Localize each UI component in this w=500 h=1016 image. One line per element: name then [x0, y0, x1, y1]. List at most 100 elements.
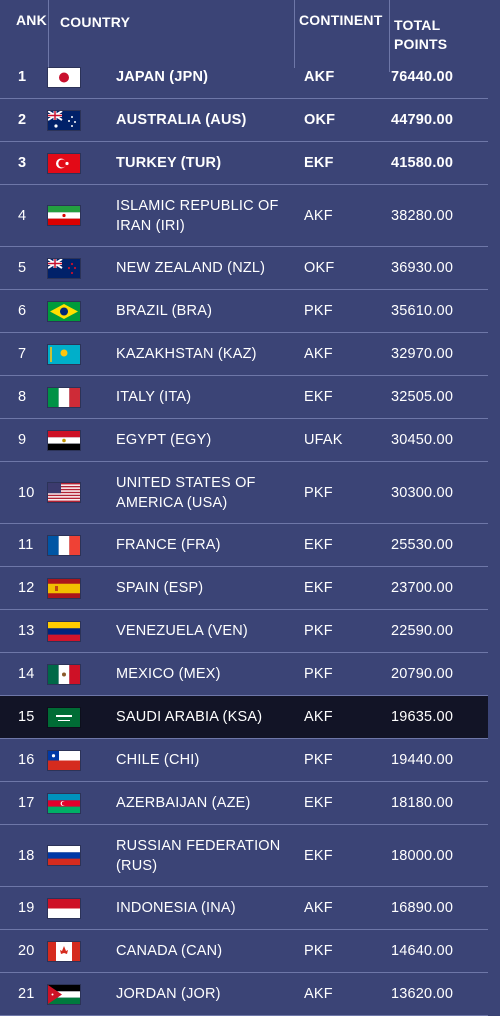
- points-cell: 19440.00: [391, 752, 454, 768]
- rank-cell: 15: [18, 709, 35, 725]
- country-cell: INDONESIA (INA): [116, 900, 236, 916]
- table-row[interactable]: 21 JORDAN (JOR) AKF 13620.00: [0, 973, 488, 1016]
- rank-cell: 4: [18, 207, 27, 224]
- table-row[interactable]: 11 FRANCE (FRA) EKF 25530.00: [0, 524, 488, 567]
- france-flag-icon: [48, 535, 80, 555]
- rank-cell: 8: [18, 389, 27, 405]
- table-row[interactable]: 20 CANADA (CAN) PKF 14640.00: [0, 930, 488, 973]
- points-cell: 25530.00: [391, 537, 454, 553]
- points-cell: 76440.00: [391, 69, 454, 85]
- country-cell: JORDAN (JOR): [116, 986, 221, 1002]
- flag-cell: [48, 793, 110, 813]
- saudi-arabia-flag-icon: [48, 707, 80, 727]
- rank-cell: 2: [18, 112, 27, 128]
- table-row[interactable]: 9 EGYPT (EGY) UFAK 30450.00: [0, 419, 488, 462]
- continent-cell: UFAK: [304, 432, 343, 448]
- flag-cell: [48, 984, 110, 1004]
- points-cell: 36930.00: [391, 260, 454, 276]
- header-flag-spacer: [48, 0, 110, 68]
- mexico-flag-icon: [48, 664, 80, 684]
- italy-flag-icon: [48, 387, 80, 407]
- points-cell: 16890.00: [391, 900, 454, 916]
- points-cell: 23700.00: [391, 580, 454, 596]
- points-cell: 30300.00: [391, 484, 454, 501]
- country-cell: SPAIN (ESP): [116, 580, 204, 596]
- country-cell: BRAZIL (BRA): [116, 303, 213, 319]
- rank-cell: 5: [18, 260, 27, 276]
- venezuela-flag-icon: [48, 621, 80, 641]
- points-cell: 35610.00: [391, 303, 454, 319]
- azerbaijan-flag-icon: [48, 793, 80, 813]
- table-row[interactable]: 2 AUSTRALIA (AUS) OKF 44790.00: [0, 99, 488, 142]
- rank-cell: 12: [18, 580, 35, 596]
- flag-cell: [48, 387, 110, 407]
- flag-cell: [48, 483, 110, 502]
- points-cell: 18180.00: [391, 795, 454, 811]
- country-cell: FRANCE (FRA): [116, 537, 221, 553]
- continent-cell: OKF: [304, 260, 335, 276]
- rank-cell: 11: [18, 537, 34, 553]
- continent-cell: EKF: [304, 795, 333, 811]
- header-country: COUNTRY: [60, 14, 131, 30]
- points-cell: 20790.00: [391, 666, 454, 682]
- new-zealand-flag-icon: [48, 258, 80, 278]
- points-cell: 32505.00: [391, 389, 454, 405]
- table-row[interactable]: 17 AZERBAIJAN (AZE) EKF 18180.00: [0, 782, 488, 825]
- ranking-table: ANK COUNTRY CONTINENT TOTAL POINTS 1 JAPA…: [0, 0, 488, 1016]
- rank-cell: 9: [18, 432, 27, 448]
- rank-cell: 3: [18, 155, 27, 171]
- table-header: ANK COUNTRY CONTINENT TOTAL POINTS: [0, 0, 488, 72]
- indonesia-flag-icon: [48, 898, 80, 918]
- table-row[interactable]: 7 KAZAKHSTAN (KAZ) AKF 32970.00: [0, 333, 488, 376]
- egypt-flag-icon: [48, 430, 80, 450]
- table-row[interactable]: 5 NEW ZEALAND (NZL) OKF 36930.00: [0, 247, 488, 290]
- table-row[interactable]: 12 SPAIN (ESP) EKF 23700.00: [0, 567, 488, 610]
- country-cell: RUSSIAN FEDERATION (RUS): [116, 837, 281, 874]
- table-row[interactable]: 8 ITALY (ITA) EKF 32505.00: [0, 376, 488, 419]
- table-row[interactable]: 10 UNITED STATES OF AMERICA (USA) PKF 30300…: [0, 462, 488, 524]
- russia-flag-icon: [48, 846, 80, 865]
- country-cell: JAPAN (JPN): [116, 69, 209, 85]
- kazakhstan-flag-icon: [48, 344, 80, 364]
- points-cell: 18000.00: [391, 847, 454, 864]
- table-row[interactable]: 1 JAPAN (JPN) AKF 76440.00: [0, 56, 488, 99]
- table-row[interactable]: 14 MEXICO (MEX) PKF 20790.00: [0, 653, 488, 696]
- points-cell: 14640.00: [391, 943, 454, 959]
- rank-cell: 20: [18, 943, 35, 959]
- flag-cell: [48, 898, 110, 918]
- table-body: 1 JAPAN (JPN) AKF 76440.00 2 AUSTRALIA (AUS) O…: [0, 56, 488, 1016]
- country-cell: EGYPT (EGY): [116, 432, 212, 448]
- points-cell: 13620.00: [391, 986, 454, 1002]
- chile-flag-icon: [48, 750, 80, 770]
- continent-cell: AKF: [304, 986, 333, 1002]
- rank-cell: 7: [18, 346, 27, 362]
- country-cell: NEW ZEALAND (NZL): [116, 260, 266, 276]
- country-cell: VENEZUELA (VEN): [116, 623, 248, 639]
- table-row[interactable]: 4 ISLAMIC REPUBLIC OF IRAN (IRI) AKF 38280.…: [0, 185, 488, 247]
- rank-cell: 21: [18, 986, 35, 1002]
- table-row[interactable]: 6 BRAZIL (BRA) PKF 35610.00: [0, 290, 488, 333]
- country-cell: KAZAKHSTAN (KAZ): [116, 346, 257, 362]
- table-row[interactable]: 3 TURKEY (TUR) EKF 41580.00: [0, 142, 488, 185]
- country-cell: CANADA (CAN): [116, 943, 223, 959]
- country-cell: ISLAMIC REPUBLIC OF IRAN (IRI): [116, 197, 279, 234]
- continent-cell: OKF: [304, 112, 336, 128]
- continent-cell: AKF: [304, 69, 335, 85]
- flag-cell: [48, 707, 110, 727]
- flag-cell: [48, 258, 110, 278]
- table-row[interactable]: 15 SAUDI ARABIA (KSA) AKF 19635.00: [0, 696, 488, 739]
- japan-flag-icon: [48, 67, 80, 87]
- country-cell: AUSTRALIA (AUS): [116, 112, 247, 128]
- jordan-flag-icon: [48, 984, 80, 1004]
- table-row[interactable]: 13 VENEZUELA (VEN) PKF 22590.00: [0, 610, 488, 653]
- flag-cell: [48, 110, 110, 130]
- table-row[interactable]: 19 INDONESIA (INA) AKF 16890.00: [0, 887, 488, 930]
- flag-cell: [48, 621, 110, 641]
- table-row[interactable]: 18 RUSSIAN FEDERATION (RUS) EKF 18000.00: [0, 825, 488, 887]
- points-cell: 19635.00: [391, 709, 454, 725]
- flag-cell: [48, 206, 110, 225]
- continent-cell: PKF: [304, 303, 333, 319]
- table-row[interactable]: 16 CHILE (CHI) PKF 19440.00: [0, 739, 488, 782]
- brazil-flag-icon: [48, 301, 80, 321]
- header-rank: ANK: [16, 12, 47, 28]
